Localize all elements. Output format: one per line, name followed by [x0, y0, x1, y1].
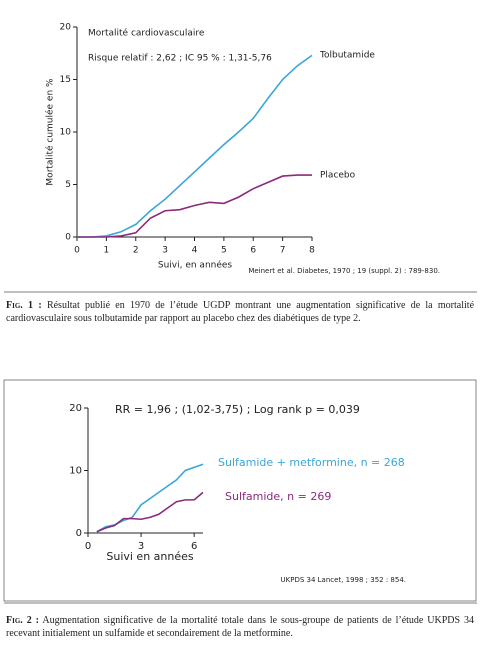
caption-label: Fig. 1 :: [6, 300, 42, 311]
caption-label: Fig. 2 :: [6, 615, 39, 626]
source: UKPDS 34 Lancet, 1998 ; 352 : 854.: [281, 576, 406, 584]
x-tick-label: 3: [138, 541, 144, 552]
x-tick-label: 3: [162, 246, 168, 256]
y-tick-label: 20: [69, 403, 82, 414]
line: [77, 54, 313, 238]
x-tick-label: 8: [309, 246, 315, 256]
line: [96, 491, 204, 533]
source: Meinert et al. Diabetes, 1970 ; 19 (supp…: [248, 267, 440, 275]
x-tick-label: 5: [221, 246, 227, 256]
x-tick-label: 0: [85, 541, 91, 552]
x-tick-label: 4: [192, 246, 198, 256]
y-tick-label: 5: [65, 180, 71, 190]
x-axis-label: Suivi, en années: [158, 260, 233, 271]
caption-text: Augmentation significative de la mortali…: [6, 615, 475, 639]
line: [96, 463, 204, 533]
frame: [3, 379, 477, 602]
y-tick-label: 15: [60, 75, 71, 85]
x-tick-label: 2: [133, 246, 139, 256]
series-label: Placebo: [320, 171, 356, 181]
caption: Fig. 2 : Augmentation significative de l…: [6, 614, 474, 640]
y-tick-label: 0: [65, 233, 71, 243]
caption: Fig. 1 : Résultat publié en 1970 de l’ét…: [6, 299, 474, 325]
x-tick-label: 6: [191, 541, 197, 552]
x-axis-label: Suivi en années: [106, 550, 194, 563]
chart-title: Mortalité cardiovasculaire: [88, 28, 205, 39]
x-tick-label: 0: [74, 246, 80, 256]
y-axis-label: Mortalité cumulée en %: [45, 78, 56, 186]
y-tick-label: 10: [60, 128, 72, 138]
series-label: Sulfamide + metformine, n = 268: [218, 456, 405, 469]
line: [77, 174, 312, 238]
series-label: Tolbutamide: [319, 51, 375, 61]
x-tick-label: 6: [250, 246, 256, 256]
x-tick-label: 7: [280, 246, 286, 256]
caption-text: Résultat publié en 1970 de l’étude UGDP …: [6, 300, 475, 324]
annotation: Risque relatif : 2,62 ; IC 95 % : 1,31-5…: [88, 54, 272, 64]
y-tick-label: 0: [76, 528, 82, 539]
x-tick-label: 1: [104, 246, 110, 256]
annotation: RR = 1,96 ; (1,02-3,75) ; Log rank p = 0…: [115, 403, 360, 416]
series-label: Sulfamide, n = 269: [225, 490, 331, 503]
y-tick-label: 20: [60, 23, 72, 33]
y-tick-label: 10: [69, 466, 82, 477]
